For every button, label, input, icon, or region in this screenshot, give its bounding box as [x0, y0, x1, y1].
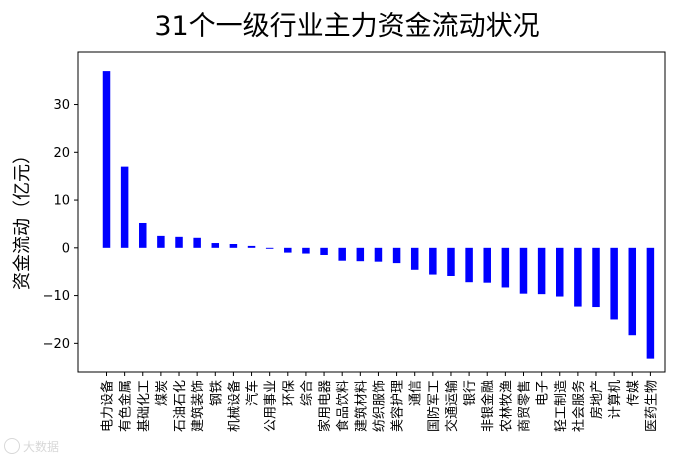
- bar-钢铁: [211, 243, 220, 248]
- x-tick-label: 交通运输: [444, 380, 460, 432]
- y-tick-label: 20: [53, 146, 70, 161]
- bar-传媒: [628, 247, 637, 336]
- y-tick-label: 10: [53, 194, 70, 209]
- x-tick-label: 银行: [463, 380, 478, 406]
- bar-计算机: [610, 247, 618, 320]
- x-tick-label: 房地产: [589, 380, 605, 419]
- bar-石油石化: [175, 236, 183, 248]
- bar-国防军工: [429, 247, 437, 275]
- x-tick-label: 煤炭: [155, 380, 170, 406]
- y-tick-label: 30: [53, 98, 70, 113]
- bar-建筑材料: [356, 247, 365, 262]
- bar-series: [102, 71, 655, 359]
- x-tick-label: 建筑材料: [353, 380, 369, 432]
- x-tick-label: 医药生物: [644, 380, 659, 432]
- y-tick-label: 0: [62, 241, 70, 256]
- bar-煤炭: [157, 235, 165, 248]
- x-tick-label: 汽车: [245, 380, 261, 406]
- bar-社会服务: [574, 247, 582, 307]
- x-tick-label: 社会服务: [571, 380, 587, 432]
- x-tick-label: 石油石化: [173, 380, 188, 432]
- watermark: 大数据: [4, 438, 59, 455]
- x-tick-label: 建筑装饰: [190, 380, 206, 432]
- chart-title: 31个一级行业主力资金流动状况: [154, 11, 540, 42]
- bar-美容护理: [392, 247, 401, 264]
- x-tick-label: 基础化工: [137, 380, 152, 432]
- x-axis: 电力设备 有色金属 基础化工 煤炭 石油石化 建筑装饰 钢铁 机械设备 汽车 公用事业 环保 综合 家用…: [100, 372, 659, 432]
- x-tick-label: 传媒: [626, 380, 641, 406]
- bar-电力设备: [102, 71, 111, 248]
- bar-非银金融: [483, 247, 491, 283]
- bar-房地产: [592, 247, 600, 308]
- bar-基础化工: [139, 222, 147, 248]
- bar-商贸零售: [519, 247, 528, 294]
- bar-汽车: [247, 245, 256, 248]
- bar-建筑装饰: [193, 237, 201, 248]
- bar-纺织服饰: [374, 247, 383, 262]
- watermark-text: 大数据: [23, 440, 60, 454]
- x-tick-label: 机械设备: [226, 380, 242, 432]
- bar-食品饮料: [338, 247, 346, 261]
- bar-有色金属: [120, 166, 129, 248]
- x-tick-label: 食品饮料: [335, 380, 351, 432]
- bar-银行: [465, 247, 473, 283]
- bar-环保: [284, 247, 292, 253]
- x-tick-label: 综合: [300, 380, 315, 406]
- bar-交通运输: [447, 247, 455, 276]
- x-tick-label: 有色金属: [118, 380, 134, 432]
- x-tick-label: 农林牧渔: [499, 380, 514, 432]
- x-tick-label: 商贸零售: [516, 380, 532, 432]
- bar-机械设备: [229, 244, 238, 248]
- x-tick-label: 钢铁: [209, 380, 224, 406]
- y-axis-label: 资金流动（亿元）: [12, 146, 33, 290]
- x-tick-label: 环保: [282, 380, 297, 406]
- y-tick-label: −20: [43, 337, 70, 352]
- x-tick-label: 电子: [536, 380, 551, 406]
- x-tick-label: 美容护理: [390, 380, 406, 432]
- x-tick-label: 国防军工: [426, 380, 442, 432]
- bar-公用事业: [265, 247, 274, 249]
- x-tick-label: 轻工制造: [554, 380, 569, 432]
- y-tick-label: −10: [43, 289, 70, 304]
- x-tick-label: 公用事业: [264, 380, 279, 432]
- x-tick-label: 非银金融: [480, 380, 496, 432]
- bar-轻工制造: [556, 247, 564, 297]
- x-tick-label: 通信: [409, 380, 424, 406]
- watermark-logo-icon: [4, 438, 20, 454]
- bar-综合: [302, 247, 310, 254]
- bar-农林牧渔: [501, 247, 510, 288]
- bar-医药生物: [646, 247, 655, 359]
- bar-通信: [410, 247, 419, 270]
- y-axis: −20 −10 0 10 20 30: [43, 98, 78, 352]
- x-tick-label: 电力设备: [100, 380, 116, 432]
- bar-电子: [537, 247, 546, 295]
- bar-家用电器: [320, 247, 328, 255]
- x-tick-label: 计算机: [608, 380, 623, 419]
- x-tick-label: 家用电器: [317, 380, 333, 432]
- plot-area: [77, 51, 666, 373]
- x-tick-label: 纺织服饰: [372, 380, 387, 432]
